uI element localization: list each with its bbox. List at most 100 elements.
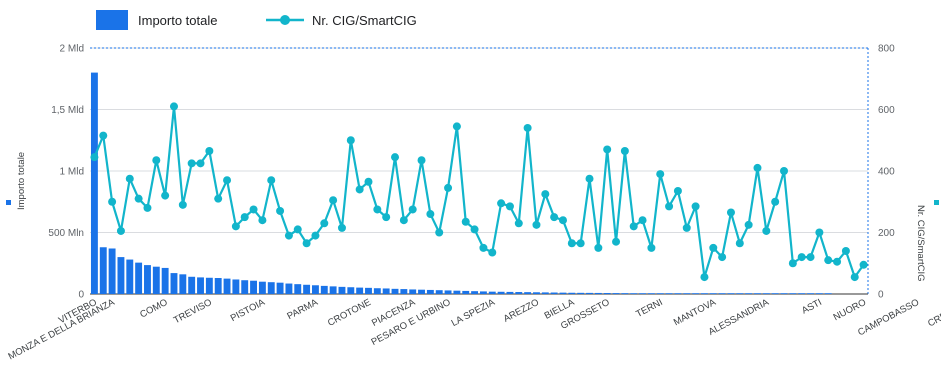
bar[interactable] [700,293,708,294]
line-point[interactable] [603,145,612,154]
line-point[interactable] [665,202,674,211]
bar[interactable] [647,293,655,294]
line-point[interactable] [788,259,797,268]
line-point[interactable] [444,183,453,192]
line-point[interactable] [214,194,223,203]
line-point[interactable] [638,216,647,225]
bar[interactable] [586,292,593,294]
line-point[interactable] [284,231,293,240]
bar[interactable] [639,293,647,294]
line-point[interactable] [134,194,143,203]
line-point[interactable] [399,216,408,225]
bar[interactable] [435,290,443,294]
line-point[interactable] [612,237,621,246]
line-point[interactable] [497,199,506,208]
bar[interactable] [294,284,302,294]
bar[interactable] [320,285,328,294]
line-point[interactable] [709,243,718,252]
bar[interactable] [541,292,549,294]
bar[interactable] [347,287,355,294]
bar[interactable] [824,293,832,294]
bar[interactable] [533,292,540,294]
bar[interactable] [250,280,258,294]
line-point[interactable] [320,219,329,228]
bar[interactable] [656,293,664,294]
bar[interactable] [789,293,797,294]
bar[interactable] [727,293,735,294]
line-point[interactable] [116,226,125,235]
line-point[interactable] [850,273,859,282]
bar[interactable] [462,290,470,294]
bar[interactable] [736,293,744,294]
bar[interactable] [197,277,204,294]
bar[interactable] [444,290,452,294]
bar[interactable] [497,291,505,294]
bar[interactable] [232,279,240,294]
line-point[interactable] [567,239,576,248]
bar[interactable] [188,276,196,294]
bar[interactable] [471,291,479,294]
bar[interactable] [771,293,779,294]
line-point[interactable] [258,216,267,225]
line-point[interactable] [231,222,240,231]
bar[interactable] [356,287,364,294]
bar[interactable] [524,292,532,294]
line-point[interactable] [815,228,824,237]
bar[interactable] [630,293,638,294]
bar[interactable] [453,290,461,294]
line-point[interactable] [841,246,850,255]
bar[interactable] [479,291,487,294]
bar[interactable] [205,277,213,294]
line-point[interactable] [452,122,461,131]
bar[interactable] [674,293,682,294]
bar[interactable] [559,292,567,294]
line-point[interactable] [797,253,806,262]
bar[interactable] [550,292,558,294]
line-point[interactable] [337,223,346,232]
bar[interactable] [303,284,311,294]
line-point[interactable] [514,219,523,228]
line-point[interactable] [293,225,302,234]
line-point[interactable] [143,203,152,212]
bar[interactable] [144,265,151,294]
line-point[interactable] [735,239,744,248]
line-point[interactable] [267,176,276,185]
bar[interactable] [762,293,770,294]
line-point[interactable] [753,163,762,172]
bar[interactable] [267,282,275,294]
line-point[interactable] [302,239,311,248]
bar[interactable] [754,293,761,294]
line-point[interactable] [744,220,753,229]
line-point[interactable] [169,102,178,111]
line-point[interactable] [718,253,727,262]
line-point[interactable] [771,197,780,206]
line-point[interactable] [682,223,691,232]
bar[interactable] [311,285,319,294]
bar[interactable] [214,278,222,294]
line-point[interactable] [99,131,108,140]
bar[interactable] [594,292,602,294]
bar[interactable] [90,72,98,294]
bar[interactable] [718,293,726,294]
line-point[interactable] [656,170,665,179]
line-point[interactable] [585,174,594,183]
bar[interactable] [400,289,408,294]
bar[interactable] [285,283,293,294]
bar[interactable] [108,248,116,294]
line-point[interactable] [108,197,117,206]
line-point[interactable] [594,243,603,252]
bar[interactable] [135,262,143,294]
bar[interactable] [488,291,496,294]
line-point[interactable] [125,174,134,183]
bar[interactable] [807,293,814,294]
bar[interactable] [426,289,434,294]
line-point[interactable] [205,147,214,156]
line-point[interactable] [620,147,629,156]
bar[interactable] [515,292,523,294]
bar[interactable] [577,292,585,294]
line-point[interactable] [276,206,285,215]
line-point[interactable] [161,191,170,200]
line-point[interactable] [629,222,638,231]
line-point[interactable] [461,217,470,226]
bar[interactable] [382,288,390,294]
